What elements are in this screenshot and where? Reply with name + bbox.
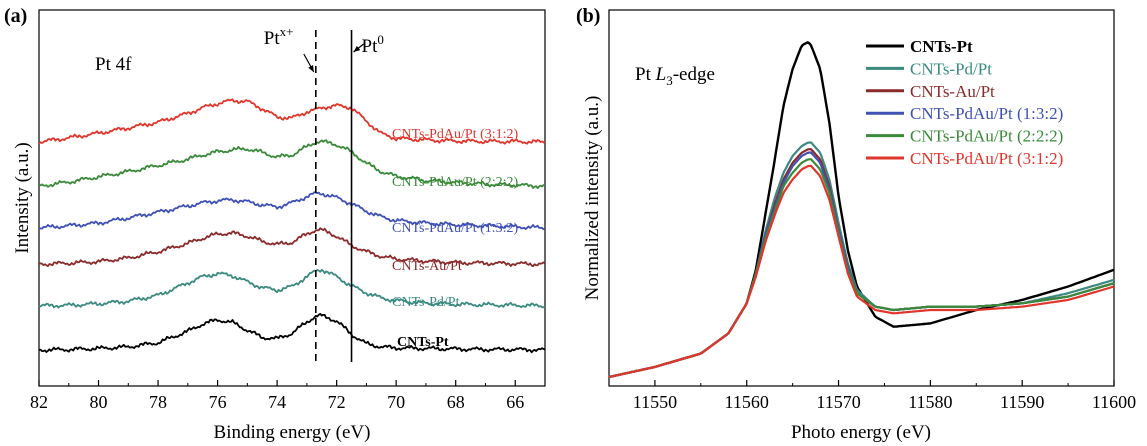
series-line-5 — [608, 164, 1115, 379]
reference-line-label-1: Pt0 — [362, 32, 384, 57]
series-line-4 — [38, 139, 546, 189]
panel-a: (a) Ptx+Pt0 82 80 78 76 74 72 70 68 66 CNTs-PtCN… — [4, 5, 546, 443]
series-line-1 — [38, 268, 546, 309]
series-line-2 — [608, 148, 1115, 379]
panel-b-series-lines — [608, 41, 1115, 379]
panel-b-annotation-sub: 3 — [666, 73, 673, 88]
series-label-0: CNTs-Pt — [397, 335, 449, 350]
panel-b-y-axis-label: Normalized intensity (a.u.) — [582, 96, 603, 301]
series-label-2: CNTs-Au/Pt — [392, 259, 462, 274]
reference-arrowhead-0 — [308, 65, 314, 72]
panel-b-annotation-post: -edge — [673, 64, 715, 85]
x-tick-label: 66 — [506, 392, 524, 412]
panel-a-reference-lines: Ptx+ Pt0 — [264, 24, 384, 362]
panel-a-x-ticks: 82 80 78 76 74 72 70 68 66 — [30, 380, 524, 412]
x-tick-label: 76 — [209, 392, 227, 412]
series-label-3: CNTs-PdAu/Pt (1:3:2) — [392, 221, 519, 236]
x-tick-label: 11580 — [908, 392, 952, 412]
series-label-5: CNTs-PdAu/Pt (3:1:2) — [392, 127, 519, 142]
x-tick-label: 11570 — [816, 392, 860, 412]
panel-b-label: (b) — [576, 5, 600, 27]
legend-entry-0: CNTs-Pt — [910, 37, 973, 56]
legend-entry-1: CNTs-Pd/Pt — [910, 59, 992, 78]
panel-b-x-axis-label: Photo energy (eV) — [791, 422, 931, 443]
x-tick-label: 78 — [149, 392, 167, 412]
panel-b-plot-frame — [608, 9, 1115, 387]
legend-entry-2: CNTs-Au/Pt — [910, 82, 995, 101]
panel-b-annotation-italic: L — [655, 64, 667, 85]
series-label-4: CNTs-PdAu/Pt (2:2:2) — [392, 175, 519, 190]
x-tick-label: 11600 — [1092, 392, 1136, 412]
series-line-1 — [608, 141, 1115, 379]
series-line-3 — [608, 151, 1115, 379]
series-line-0 — [38, 313, 546, 354]
x-tick-label: 11560 — [725, 392, 769, 412]
legend-entry-4: CNTs-PdAu/Pt (2:2:2) — [910, 127, 1063, 146]
series-line-4 — [608, 158, 1115, 379]
panel-a-plot-frame — [38, 9, 546, 387]
x-tick-label: 74 — [268, 392, 286, 412]
x-tick-label: 70 — [387, 392, 405, 412]
panel-a-series-labels: CNTs-Pt CNTs-Pd/Pt CNTs-Au/Pt CNTs-PdAu/Pt … — [392, 127, 519, 350]
panel-a-label: (a) — [4, 5, 27, 27]
panel-b-annotation: Pt L3-edge — [635, 64, 715, 88]
x-tick-label: 72 — [328, 392, 346, 412]
series-line-5 — [38, 98, 546, 145]
panel-a-annotation: Pt 4f — [95, 54, 132, 75]
x-tick-label: 68 — [447, 392, 465, 412]
legend-entry-5: CNTs-PdAu/Pt (3:1:2) — [910, 149, 1063, 168]
panel-b: (b) 11550 11560 11570 11580 11590 11600 Pt L3… — [576, 5, 1136, 443]
x-tick-label: 11590 — [1000, 392, 1044, 412]
series-line-3 — [38, 191, 546, 231]
series-label-1: CNTs-Pd/Pt — [392, 295, 460, 310]
x-tick-label: 80 — [90, 392, 108, 412]
x-tick-label: 82 — [30, 392, 48, 412]
panel-a-x-axis-label: Binding energy (eV) — [214, 422, 371, 443]
panel-a-y-axis-label: Intensity (a.u.) — [12, 142, 33, 253]
panel-b-legend: CNTs-Pt CNTs-Pd/Pt CNTs-Au/Pt CNTs-PdAu/Pt … — [866, 37, 1063, 168]
panel-b-x-ticks: 11550 11560 11570 11580 11590 11600 — [608, 380, 1136, 412]
x-tick-label: 11550 — [633, 392, 677, 412]
reference-arrowhead-1 — [353, 45, 361, 52]
panel-a-series-lines — [38, 98, 546, 354]
series-line-0 — [608, 41, 1115, 379]
panel-b-annotation-pre: Pt — [635, 64, 656, 85]
legend-entry-3: CNTs-PdAu/Pt (1:3:2) — [910, 104, 1063, 123]
reference-line-label-0: Ptx+ — [264, 24, 294, 49]
series-line-2 — [38, 227, 546, 268]
